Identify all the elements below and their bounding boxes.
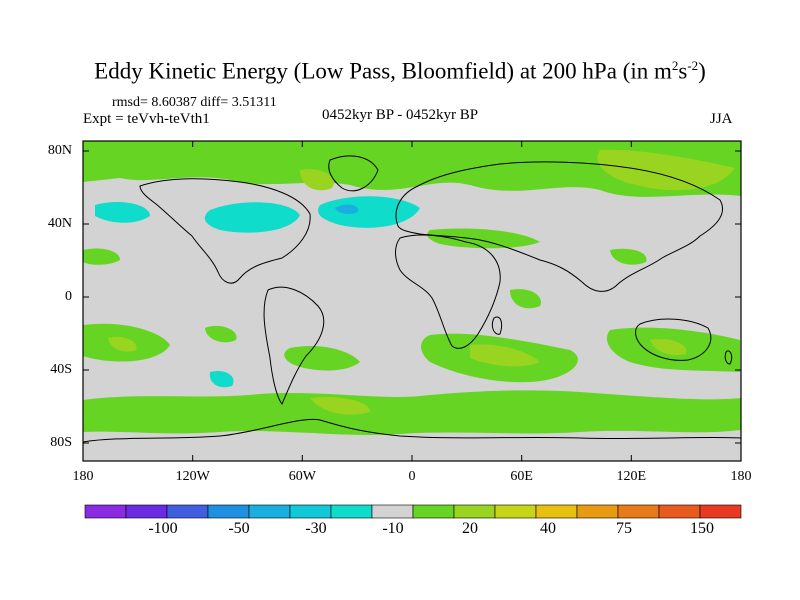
lon-label: 0: [408, 469, 416, 484]
colorbar-swatch: [535, 504, 578, 519]
coastlines: [82, 155, 742, 443]
colorbar-swatch: [699, 504, 742, 519]
colorbar-label: -50: [228, 520, 250, 537]
lat-label: 80S: [50, 435, 72, 450]
colorbar-label: 20: [462, 520, 478, 537]
colorbar-label: 40: [540, 520, 556, 537]
season-label: JJA: [710, 111, 733, 127]
colorbar: [84, 504, 742, 519]
colorbar-label: -100: [148, 520, 178, 537]
colorbar-swatch: [248, 504, 291, 519]
colorbar-label: -10: [382, 520, 404, 537]
colorbar-swatch: [658, 504, 701, 519]
colorbar-swatch: [330, 504, 373, 519]
colorbar-swatch: [166, 504, 209, 519]
colorbar-label: 75: [616, 520, 632, 537]
lon-label: 120W: [175, 469, 210, 484]
stats-text: rmsd= 8.60387 diff= 3.51311: [112, 95, 277, 110]
chart-title: Eddy Kinetic Energy (Low Pass, Bloomfiel…: [94, 58, 706, 84]
colorbar-swatch: [84, 504, 127, 519]
lon-label: 60E: [510, 469, 533, 484]
lon-label: 120E: [616, 469, 647, 484]
anomaly-fields: [83, 141, 741, 435]
lon-label: 180: [730, 469, 752, 484]
colorbar-swatch: [125, 504, 168, 519]
colorbar-swatch: [207, 504, 250, 519]
experiment-label: Expt = teVvh-teVth1: [83, 111, 210, 127]
colorbar-swatch: [453, 504, 496, 519]
colorbar-swatch: [289, 504, 332, 519]
colorbar-label: 150: [690, 520, 714, 537]
colorbar-swatch: [412, 504, 455, 519]
axis-ticks: [82, 141, 742, 461]
colorbar-swatch: [371, 504, 414, 519]
lon-label: 60W: [288, 469, 316, 484]
colorbar-swatch: [576, 504, 619, 519]
colorbar-swatch: [494, 504, 537, 519]
colorbar-swatch: [617, 504, 660, 519]
lat-label: 0: [65, 289, 72, 304]
lat-label: 40N: [47, 216, 72, 231]
lat-label: 40S: [50, 362, 72, 377]
period-label: 0452kyr BP - 0452kyr BP: [322, 107, 479, 123]
colorbar-label: -30: [305, 520, 327, 537]
lat-label: 80N: [47, 143, 72, 158]
lon-label: 180: [72, 469, 94, 484]
